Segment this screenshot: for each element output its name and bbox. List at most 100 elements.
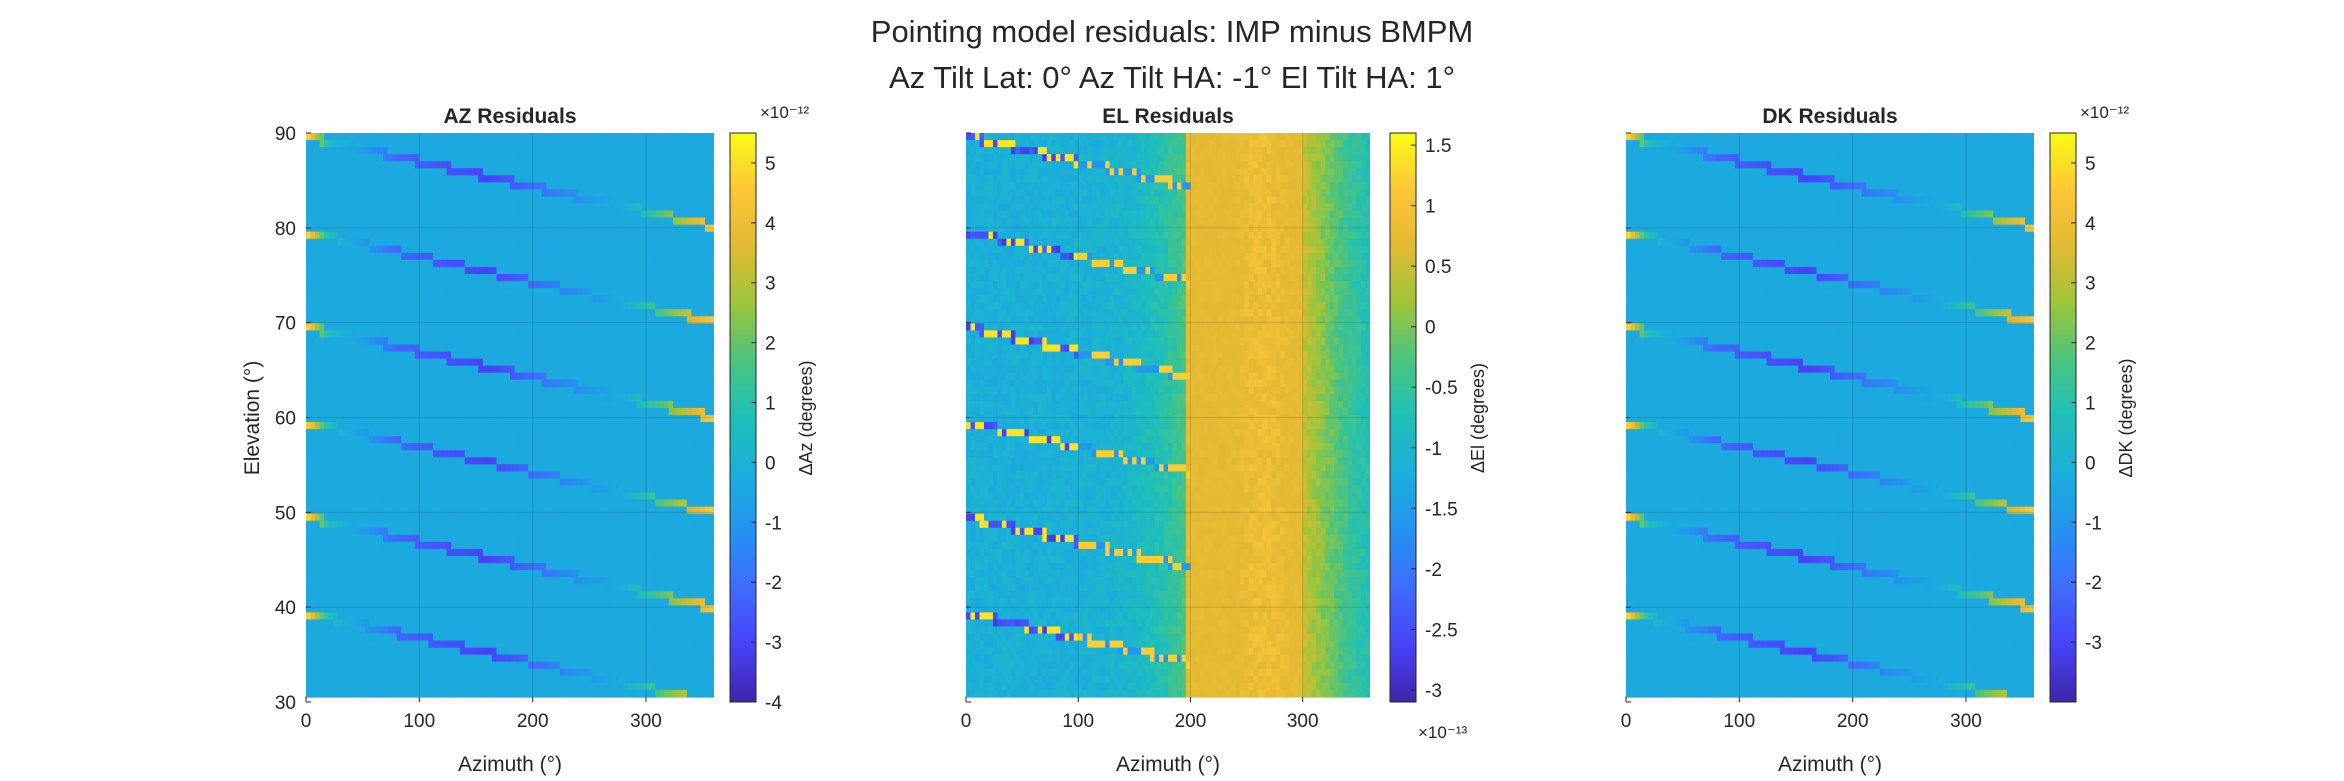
heatmap-cell (315, 147, 321, 155)
heatmap-cell (655, 372, 661, 381)
heatmap-cell (355, 393, 361, 402)
heatmap-cell (564, 154, 570, 162)
heatmap-cell (451, 189, 457, 198)
heatmap-cell (532, 281, 538, 289)
heatmap-cell (704, 175, 711, 183)
heatmap-cell (573, 309, 579, 317)
heatmap-cell (364, 238, 371, 247)
heatmap-cell (632, 386, 638, 395)
heatmap-cell (383, 415, 389, 423)
heatmap-cell (686, 330, 692, 339)
heatmap-cell (636, 259, 643, 268)
heatmap-cell (324, 485, 330, 494)
heatmap-cell (346, 147, 352, 155)
heatmap-cell (369, 337, 375, 346)
heatmap-cell (401, 316, 407, 324)
heatmap-cell (500, 457, 507, 465)
heatmap-cell (451, 379, 457, 388)
heatmap-cell (673, 217, 679, 226)
heatmap-cell (491, 344, 497, 353)
heatmap-cell (609, 147, 615, 155)
heatmap-cell (310, 429, 316, 437)
heatmap-cell (346, 323, 352, 331)
heatmap-cell (573, 288, 579, 296)
heatmap-cell (555, 168, 561, 176)
heatmap-cell (396, 358, 402, 367)
heatmap-cell (346, 259, 352, 268)
heatmap-cell (505, 386, 511, 395)
heatmap-cell (596, 252, 602, 261)
heatmap-cell (442, 436, 448, 444)
heatmap-cell (315, 316, 321, 324)
heatmap-cell (346, 203, 352, 212)
heatmap-cell (537, 245, 543, 254)
heatmap-cell (578, 415, 584, 423)
heatmap-cell (550, 429, 556, 437)
heatmap-cell (355, 513, 361, 522)
heatmap-cell (618, 154, 624, 162)
heatmap-cell (609, 422, 615, 430)
heatmap-cell (342, 281, 348, 289)
heatmap-cell (455, 520, 461, 529)
heatmap-cell (401, 400, 407, 409)
heatmap-cell (691, 295, 697, 303)
heatmap-cell (478, 457, 484, 465)
heatmap-cell (695, 407, 701, 416)
heatmap-cell (655, 344, 661, 353)
heatmap-cell (564, 302, 570, 310)
heatmap-cell (364, 351, 371, 360)
heatmap-cell (664, 252, 670, 261)
heatmap-cell (315, 485, 321, 494)
heatmap-cell (627, 386, 633, 395)
heatmap-cell (546, 245, 552, 254)
heatmap-cell (559, 217, 565, 226)
heatmap-cell (559, 196, 565, 205)
heatmap-cell (315, 154, 321, 162)
heatmap-cell (423, 224, 429, 233)
heatmap-cell (677, 252, 683, 261)
heatmap-cell (392, 344, 398, 353)
heatmap-cell (414, 231, 420, 240)
heatmap-cell (469, 316, 475, 324)
heatmap-cell (360, 182, 366, 190)
heatmap-cell (550, 266, 556, 275)
heatmap-cell (655, 450, 661, 458)
heatmap-cell (446, 506, 452, 515)
heatmap-cell (333, 337, 339, 346)
heatmap-cell (455, 471, 461, 480)
heatmap-cell (410, 436, 416, 444)
heatmap-cell (346, 506, 352, 515)
heatmap-cell (568, 422, 575, 430)
heatmap-cell (609, 379, 615, 388)
heatmap-cell (528, 196, 534, 205)
heatmap-cell (414, 407, 420, 416)
heatmap-cell (478, 365, 484, 374)
heatmap-cell (641, 288, 647, 296)
heatmap-cell (655, 316, 661, 324)
heatmap-cell (677, 231, 683, 240)
heatmap-cell (464, 464, 470, 472)
heatmap-cell (582, 365, 588, 374)
heatmap-cell (306, 231, 312, 240)
heatmap-cell (351, 436, 357, 444)
heatmap-cell (364, 407, 371, 416)
heatmap-cell (505, 266, 511, 275)
heatmap-cell (442, 182, 448, 190)
heatmap-cell (310, 450, 316, 458)
heatmap-cell (469, 422, 475, 430)
heatmap-cell (582, 351, 588, 360)
heatmap-cell (369, 309, 375, 317)
heatmap-cell (568, 168, 575, 176)
heatmap-cell (419, 400, 425, 409)
heatmap-cell (383, 217, 389, 226)
heatmap-cell (464, 351, 470, 360)
heatmap-cell (578, 407, 584, 416)
heatmap-cell (677, 140, 683, 148)
heatmap-cell (405, 464, 411, 472)
heatmap-cell (428, 358, 434, 367)
heatmap-cell (319, 147, 325, 155)
heatmap-cell (609, 450, 615, 458)
heatmap-cell (410, 400, 416, 409)
heatmap-cell (478, 147, 484, 155)
heatmap-cell (600, 259, 606, 268)
